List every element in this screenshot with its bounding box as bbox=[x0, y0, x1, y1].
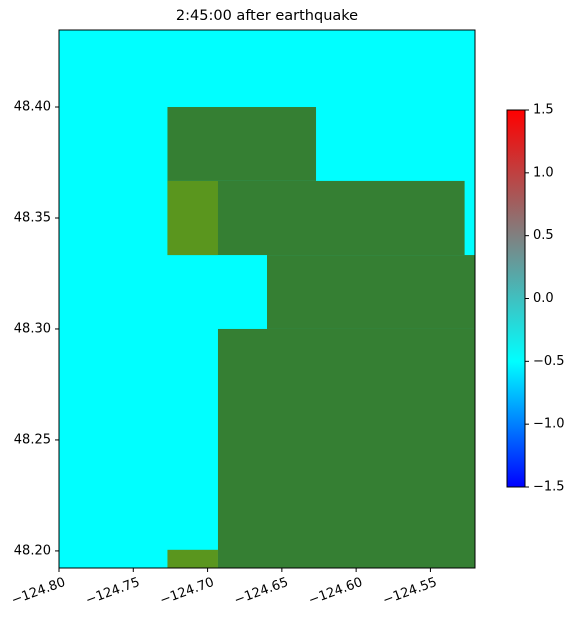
x-tick-label: −124.60 bbox=[307, 575, 365, 608]
land-cell bbox=[167, 107, 317, 181]
x-tick-label: −124.75 bbox=[84, 575, 142, 608]
colorbar-tick-label: 1.0 bbox=[533, 165, 554, 180]
chart-title: 2:45:00 after earthquake bbox=[176, 8, 358, 24]
y-tick-label: 48.40 bbox=[14, 100, 51, 115]
colorbar-tick-label: 1.5 bbox=[533, 103, 554, 118]
land-cell bbox=[267, 255, 475, 329]
y-tick-label: 48.20 bbox=[14, 543, 51, 558]
land-cell bbox=[217, 328, 475, 568]
land-cell bbox=[167, 180, 218, 256]
land-cell bbox=[167, 549, 218, 568]
colorbar-tick-label: −1.0 bbox=[533, 417, 565, 432]
x-tick-label: −124.70 bbox=[158, 575, 216, 608]
y-tick-label: 48.25 bbox=[14, 432, 51, 447]
colorbar-tick-label: −0.5 bbox=[533, 354, 565, 369]
colorbar bbox=[506, 109, 526, 488]
colorbar-tick-label: 0.0 bbox=[533, 291, 554, 306]
x-tick-label: −124.65 bbox=[232, 575, 290, 608]
colorbar-tick-label: 0.5 bbox=[533, 228, 554, 243]
x-tick-label: −124.55 bbox=[381, 575, 439, 608]
y-tick-label: 48.30 bbox=[14, 321, 51, 336]
colorbar-tick-label: −1.5 bbox=[533, 480, 565, 495]
plot-frame bbox=[58, 29, 476, 569]
y-tick-label: 48.35 bbox=[14, 210, 51, 225]
x-tick-label: −124.80 bbox=[9, 575, 67, 608]
